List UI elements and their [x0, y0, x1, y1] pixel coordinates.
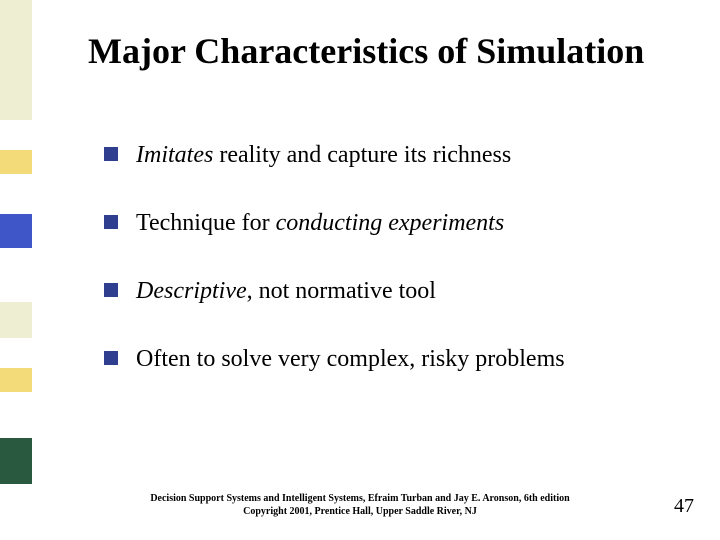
sidebar-block	[0, 150, 32, 174]
decorative-sidebar	[0, 0, 32, 540]
sidebar-block	[0, 214, 32, 248]
bullet-list: Imitates reality and capture its richnes…	[104, 140, 664, 412]
square-bullet-icon	[104, 283, 118, 297]
list-item-text: Technique for conducting experiments	[136, 208, 504, 238]
list-item-text: Imitates reality and capture its richnes…	[136, 140, 511, 170]
list-item: Imitates reality and capture its richnes…	[104, 140, 664, 170]
square-bullet-icon	[104, 351, 118, 365]
sidebar-block	[0, 120, 32, 150]
footer-citation: Decision Support Systems and Intelligent…	[80, 493, 640, 518]
footer-line-2: Copyright 2001, Prentice Hall, Upper Sad…	[243, 506, 477, 517]
square-bullet-icon	[104, 215, 118, 229]
list-item-text: Often to solve very complex, risky probl…	[136, 344, 565, 374]
list-item: Descriptive, not normative tool	[104, 276, 664, 306]
list-item: Technique for conducting experiments	[104, 208, 664, 238]
sidebar-block	[0, 248, 32, 302]
page-number: 47	[674, 495, 694, 518]
slide-title: Major Characteristics of Simulation	[88, 30, 644, 72]
slide-footer: Decision Support Systems and Intelligent…	[0, 493, 720, 518]
sidebar-block	[0, 338, 32, 368]
sidebar-block	[0, 174, 32, 214]
list-item-text: Descriptive, not normative tool	[136, 276, 436, 306]
sidebar-block	[0, 438, 32, 484]
sidebar-block	[0, 392, 32, 438]
square-bullet-icon	[104, 147, 118, 161]
list-item: Often to solve very complex, risky probl…	[104, 344, 664, 374]
footer-line-1: Decision Support Systems and Intelligent…	[150, 493, 569, 504]
sidebar-block	[0, 0, 32, 120]
sidebar-block	[0, 368, 32, 392]
sidebar-block	[0, 302, 32, 338]
